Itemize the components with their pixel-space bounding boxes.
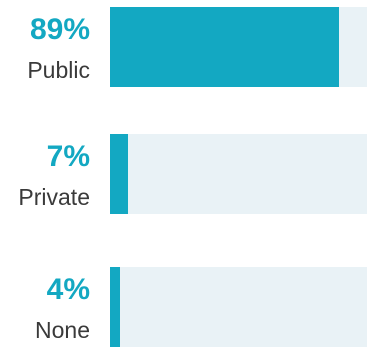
- bar-none: [110, 267, 121, 347]
- bar-public: [110, 7, 339, 87]
- bar-label-block: 89% Public: [0, 7, 90, 87]
- bar-private: [110, 134, 128, 214]
- bar-track-public: [110, 7, 367, 87]
- value-label-private: 7%: [46, 140, 90, 173]
- bar-row-public: 89% Public: [0, 7, 367, 87]
- bar-row-private: 7% Private: [0, 134, 367, 214]
- bar-track-private: [110, 134, 367, 214]
- category-label-none: None: [35, 317, 90, 343]
- bar-label-block: 4% None: [0, 267, 90, 347]
- category-label-private: Private: [18, 184, 90, 210]
- value-label-public: 89%: [29, 13, 90, 46]
- bar-row-none: 4% None: [0, 267, 367, 347]
- bar-label-block: 7% Private: [0, 134, 90, 214]
- category-label-public: Public: [27, 57, 90, 83]
- bar-track-none: [110, 267, 367, 347]
- value-label-none: 4%: [46, 273, 90, 306]
